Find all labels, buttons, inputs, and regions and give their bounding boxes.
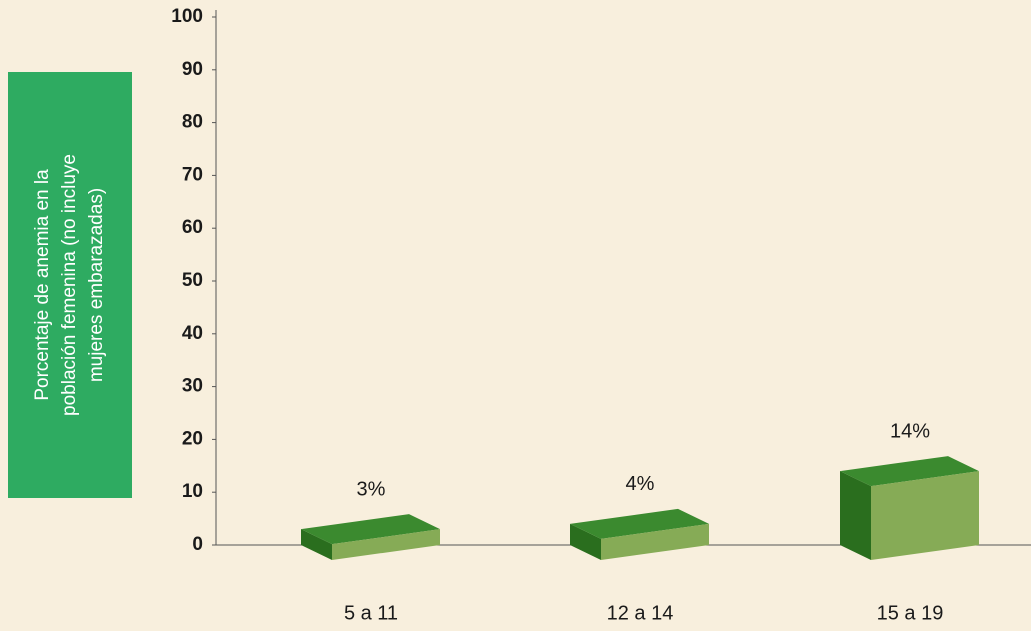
y-tick-label: 100 — [171, 6, 203, 27]
y-label-box — [8, 72, 132, 498]
y-tick-label: 80 — [182, 112, 203, 133]
y-tick-label: 10 — [182, 481, 203, 502]
bar-side — [840, 471, 871, 560]
y-label-line: población femenina (no incluye — [59, 154, 80, 416]
x-tick-label: 5 a 11 — [344, 602, 398, 624]
bar-front — [332, 529, 440, 560]
y-tick-label: 50 — [182, 270, 203, 291]
x-tick-label: 12 a 14 — [607, 602, 674, 624]
x-tick-label: 15 a 19 — [877, 602, 944, 624]
value-label: 4% — [626, 473, 655, 495]
y-tick-label: 70 — [182, 164, 203, 185]
value-label: 3% — [357, 478, 386, 500]
value-label: 14% — [890, 420, 930, 442]
y-label-line: Porcentaje de anemia en la — [32, 169, 53, 401]
y-tick-label: 20 — [182, 428, 203, 449]
bar-side — [570, 523, 601, 560]
bar-side — [301, 529, 332, 560]
bar-top — [570, 508, 709, 539]
y-tick-label: 30 — [182, 376, 203, 397]
y-tick-label: 40 — [182, 323, 203, 344]
bar-top — [840, 456, 979, 487]
y-tick-label: 0 — [192, 534, 203, 555]
y-axis-label: Porcentaje de anemia en la población feme… — [32, 154, 107, 416]
y-tick-label: 60 — [182, 217, 203, 238]
bar-top — [301, 514, 440, 545]
y-label-line: mujeres embarazadas) — [86, 188, 107, 382]
bar-front — [601, 523, 709, 560]
bar-front — [871, 471, 979, 560]
y-tick-label: 90 — [182, 59, 203, 80]
